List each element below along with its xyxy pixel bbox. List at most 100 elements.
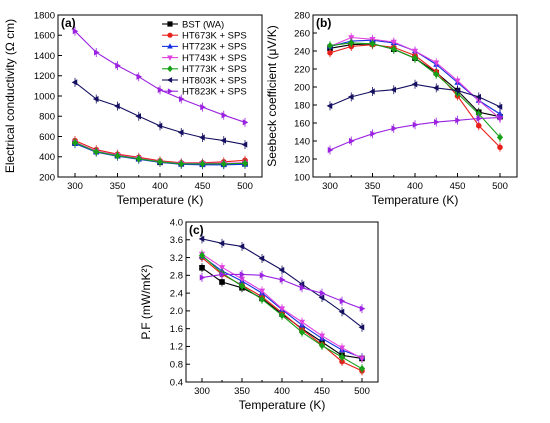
data-point bbox=[338, 353, 346, 361]
data-point bbox=[218, 265, 226, 271]
data-point bbox=[434, 119, 440, 126]
data-point bbox=[390, 45, 397, 53]
data-point bbox=[200, 104, 206, 111]
data-point bbox=[221, 112, 228, 119]
x-axis-label: Temperature (K) bbox=[117, 193, 204, 207]
y-axis-label: Seebeck coefficient (μV/K) bbox=[265, 25, 279, 166]
y-tick-label: 3.6 bbox=[170, 235, 183, 246]
data-point bbox=[497, 114, 504, 121]
y-tick-label: 1000 bbox=[34, 91, 55, 102]
data-point bbox=[391, 125, 398, 132]
y-tick-label: 100 bbox=[294, 172, 310, 183]
data-point bbox=[496, 103, 503, 110]
y-tick-label: 400 bbox=[39, 152, 55, 163]
y-tick-label: 600 bbox=[39, 132, 55, 143]
data-point bbox=[326, 102, 333, 109]
data-point bbox=[433, 60, 440, 67]
data-point bbox=[411, 48, 419, 55]
x-tick-label: 300 bbox=[322, 181, 338, 192]
y-tick-label: 200 bbox=[39, 172, 55, 183]
y-tick-label: 2.0 bbox=[170, 306, 183, 317]
data-point bbox=[238, 243, 245, 250]
data-point bbox=[156, 158, 164, 166]
data-point bbox=[496, 133, 504, 142]
legend-marker bbox=[167, 65, 173, 73]
data-point bbox=[258, 255, 265, 262]
data-point bbox=[497, 144, 503, 151]
y-tick-label: 1.6 bbox=[170, 324, 183, 335]
data-point bbox=[369, 88, 375, 95]
x-tick-label: 400 bbox=[274, 386, 290, 397]
x-tick-label: 400 bbox=[407, 181, 423, 192]
data-point bbox=[338, 345, 346, 352]
legend-marker bbox=[166, 77, 173, 83]
data-point bbox=[455, 117, 461, 124]
legend-marker bbox=[167, 43, 173, 49]
legend-entry: HT823K + SPS bbox=[182, 87, 247, 98]
data-point bbox=[318, 333, 326, 340]
legend-marker bbox=[167, 55, 173, 61]
y-tick-label: 160 bbox=[294, 118, 310, 129]
data-point bbox=[93, 148, 100, 156]
y-tick-label: 140 bbox=[294, 136, 310, 147]
x-tick-label: 450 bbox=[314, 386, 330, 397]
data-point bbox=[238, 282, 246, 290]
series-ht803k-sps bbox=[326, 79, 503, 112]
panel-label: (a) bbox=[61, 16, 76, 30]
series-ht773k-sps bbox=[198, 250, 366, 374]
data-point bbox=[135, 113, 141, 120]
data-point bbox=[241, 141, 248, 148]
data-point bbox=[220, 160, 227, 168]
y-tick-label: 220 bbox=[294, 64, 310, 75]
data-point bbox=[135, 155, 142, 163]
x-tick-label: 300 bbox=[194, 386, 210, 397]
data-point bbox=[475, 122, 482, 129]
x-tick-label: 400 bbox=[152, 181, 168, 192]
data-point bbox=[348, 39, 355, 47]
data-point bbox=[326, 41, 334, 50]
legend-entry: BST (WA) bbox=[182, 19, 224, 30]
data-point bbox=[339, 298, 346, 305]
x-tick-label: 450 bbox=[195, 181, 211, 192]
data-point bbox=[327, 50, 333, 56]
x-tick-label: 350 bbox=[365, 181, 381, 192]
legend-entry: HT743K + SPS bbox=[182, 53, 247, 64]
data-point bbox=[136, 73, 143, 80]
series-ht823k-sps bbox=[199, 269, 366, 314]
panel-label: (b) bbox=[316, 16, 331, 30]
legend-entry: HT673K + SPS bbox=[182, 31, 247, 42]
panel-b-seebeck: 300 350 400 450 500 100 120 140 160 180 200 220 240 2… bbox=[265, 10, 518, 207]
data-point bbox=[94, 49, 100, 56]
x-tick-label: 300 bbox=[67, 181, 83, 192]
data-point bbox=[156, 122, 163, 129]
data-point bbox=[348, 35, 355, 41]
x-tick-label: 500 bbox=[354, 386, 370, 397]
data-point bbox=[258, 288, 266, 295]
y-tick-label: 4.0 bbox=[170, 217, 183, 228]
legend-entry: HT723K + SPS bbox=[182, 42, 247, 53]
x-axis-label: Temperature (K) bbox=[372, 193, 459, 207]
data-point bbox=[114, 152, 121, 160]
data-point bbox=[177, 129, 184, 136]
legend-marker bbox=[167, 88, 174, 95]
data-point bbox=[72, 28, 79, 35]
data-point bbox=[157, 86, 164, 94]
data-point bbox=[338, 308, 345, 315]
y-tick-label: 1200 bbox=[34, 71, 55, 82]
legend-entry: HT803K + SPS bbox=[182, 75, 247, 86]
y-axis-label: P.F (mW/mK²) bbox=[139, 264, 153, 339]
data-point bbox=[71, 138, 79, 147]
data-point bbox=[278, 306, 286, 313]
x-tick-label: 350 bbox=[110, 181, 126, 192]
data-point bbox=[92, 95, 99, 103]
x-tick-label: 450 bbox=[450, 181, 466, 192]
data-point bbox=[319, 290, 326, 297]
data-point bbox=[199, 274, 206, 281]
data-point bbox=[454, 87, 460, 94]
data-point bbox=[432, 84, 439, 91]
data-point bbox=[239, 271, 246, 278]
data-point bbox=[358, 324, 365, 331]
data-point bbox=[298, 319, 306, 326]
data-point bbox=[411, 81, 418, 88]
